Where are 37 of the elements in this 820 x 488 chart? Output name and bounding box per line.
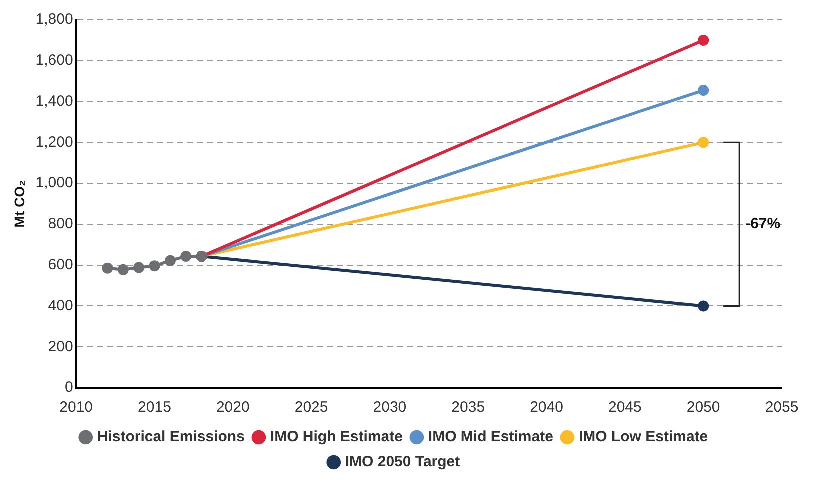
legend-label: Historical Emissions — [97, 428, 245, 446]
point — [134, 262, 145, 274]
y-tick-label: 600 — [48, 256, 74, 274]
point — [698, 137, 710, 148]
point — [698, 34, 710, 46]
x-tick-label: 2025 — [294, 399, 328, 416]
y-tick-label: 800 — [48, 216, 74, 233]
y-axis-title: Mt CO₂ — [11, 180, 28, 228]
legend-label: IMO High Estimate — [270, 428, 403, 446]
y-tick-label: 1,600 — [36, 52, 74, 70]
x-tick-label: 2035 — [452, 399, 486, 416]
legend-label: IMO 2050 Target — [345, 454, 460, 471]
annotation: -67% — [746, 216, 781, 233]
legend-label: IMO Mid Estimate — [428, 428, 554, 446]
y-tick-label: 0 — [64, 379, 74, 396]
point — [164, 255, 176, 266]
point — [149, 260, 160, 272]
x-tick-label: 2015 — [138, 399, 172, 416]
y-tick-label: 400 — [48, 297, 74, 314]
x-tick-label: 2040 — [530, 399, 564, 416]
point — [102, 262, 114, 274]
point — [118, 264, 129, 276]
y-tick-label: 1,400 — [36, 92, 74, 110]
point — [698, 85, 710, 96]
x-tick-label: 2020 — [216, 399, 250, 416]
point — [698, 300, 710, 312]
point — [180, 251, 192, 262]
y-tick-label: 1,200 — [36, 134, 74, 151]
y-tick-label: 200 — [48, 338, 74, 356]
x-tick-label: 2010 — [60, 399, 94, 416]
y-tick-label: 1,000 — [36, 174, 74, 192]
x-tick-label: 2050 — [686, 399, 720, 416]
y-tick-label: 1,800 — [36, 11, 74, 28]
legend-label: IMO Low Estimate — [578, 428, 708, 446]
x-tick-label: 2055 — [765, 399, 799, 416]
x-tick-label: 2045 — [608, 399, 642, 416]
x-tick-label: 2030 — [373, 399, 407, 416]
